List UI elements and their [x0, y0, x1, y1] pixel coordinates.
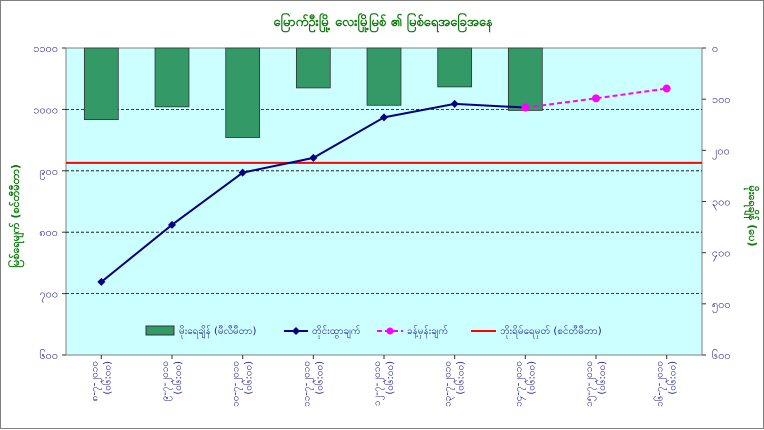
- x-tick-label-date: ၁၆-၇-၂၀၁၀: [653, 361, 668, 407]
- x-tick-label-time: (၀၆:၀၀): [666, 361, 679, 395]
- rain-bar: [366, 47, 402, 106]
- right-tick-label: ၀: [712, 42, 718, 55]
- observed-point: [97, 277, 106, 286]
- observed-point: [168, 220, 176, 229]
- legend-label-forecast: ခန့်မှန်းချက်: [407, 324, 448, 339]
- legend-label-rain: မိုးရေချိန် (မီလီမီတာ): [179, 324, 257, 339]
- rain-bar: [507, 47, 543, 111]
- x-tick-label-date: ၁၁-၇-၂၀၁၀: [301, 361, 314, 407]
- rain-bar: [225, 47, 261, 138]
- right-tick-label: ၅၀၀: [712, 298, 731, 313]
- observed-point: [380, 113, 388, 122]
- x-tick-label-date: ၁၃-၇-၂၀၁၀: [443, 361, 456, 407]
- lines-group: [97, 84, 671, 286]
- legend-marker-forecast: [386, 327, 394, 335]
- legend-swatch-rain: [145, 325, 175, 336]
- x-tick-label-time: (၀၆:၀၀): [242, 361, 255, 395]
- x-tick-label-time: (၀၆:၀၀): [454, 361, 467, 395]
- x-tick-label-date: ၈-၇-၂၀၁၀: [89, 361, 102, 401]
- legend-label-warning: ဘိုးရိမ်ရေမှတ် (စင်တီမီတာ): [500, 324, 602, 339]
- forecast-point: [662, 84, 671, 93]
- rain-bar: [83, 47, 119, 121]
- x-tick-label-date: ၁၅-၇-၂၀၁၀: [584, 361, 597, 407]
- right-tick-label: ၆၀၀: [712, 349, 731, 362]
- forecast-point: [592, 94, 600, 103]
- legend-box: [141, 321, 626, 341]
- x-tick-label-date: ၉-၇-၂၀၁၀: [160, 361, 173, 401]
- legend-marker-observed: [292, 327, 300, 335]
- right-tick-label: ၃၀၀: [712, 196, 731, 211]
- x-tick-label-time: (၀၆:၀၀): [171, 361, 184, 395]
- right-tick-label: ၄၀၀: [712, 247, 731, 262]
- x-tick-label-date: ၁၄-၇-၂၀၁၀: [513, 361, 526, 407]
- left-axis-ticks: ၆၀၀ ၇၀၀ ၈၀၀ ၉၀၀ ၁၀၀၀ ၁၁၀၀: [33, 42, 66, 362]
- legend-label-observed: တိုင်းထွာချက်: [312, 324, 361, 339]
- left-axis-label: မြစ်ရေမျက် (စင်တီမီတာ): [7, 164, 25, 268]
- x-tick-label-time: (၀၆:၀၀): [312, 361, 325, 395]
- chart-title: မြောက်ဦးမြို့ လေးမြို့မြစ် ၏ မြစ်ရေအခြေအ…: [273, 12, 494, 33]
- left-tick-label: ၈၀၀: [39, 226, 58, 239]
- forecast-point: [521, 103, 530, 112]
- right-tick-label: ၂၀၀: [712, 144, 730, 159]
- legend: မိုးရေချိန် (မီလီမီတာ) တိုင်းထွာချက် ခန့…: [141, 321, 626, 341]
- left-tick-label: ၇၀၀: [39, 288, 58, 303]
- left-tick-label: ၆၀၀: [39, 349, 58, 362]
- observed-point: [309, 153, 318, 162]
- bars-group: [83, 47, 543, 138]
- right-axis-label: မိုးရေချိန် (ပေ): [743, 185, 760, 246]
- x-tick-label-date: ၁၂-၇-၂၀၁၀: [372, 361, 385, 406]
- rain-bar: [154, 47, 190, 108]
- x-tick-label-time: (၀၆:၀၀): [100, 361, 113, 395]
- observed-point: [238, 168, 247, 177]
- left-tick-label: ၉၀၀: [39, 165, 58, 180]
- rain-bar: [295, 47, 331, 89]
- x-tick-label-time: (၀၆:၀၀): [595, 361, 608, 395]
- x-tick-label-date: ၁၀-၇-၂၀၁၀: [231, 361, 244, 407]
- left-tick-label: ၁၁၀၀: [33, 42, 58, 55]
- observed-point: [450, 99, 459, 108]
- x-tick-label-time: (၀၆:၀၀): [383, 361, 396, 395]
- right-tick-label: ၁၀၀: [712, 93, 731, 106]
- rain-bar: [437, 47, 473, 88]
- grid-lines: [66, 109, 702, 295]
- left-tick-label: ၁၀၀၀: [33, 103, 58, 116]
- x-axis-ticks: ၈-၇-၂၀၁၀ (၀၆:၀၀) ၉-၇-၂၀၁၀ (၀၆:၀၀) ၁၀-၇-၂၀၁၀(…: [89, 355, 679, 407]
- x-tick-label-time: (၀၆:၀၀): [524, 361, 537, 395]
